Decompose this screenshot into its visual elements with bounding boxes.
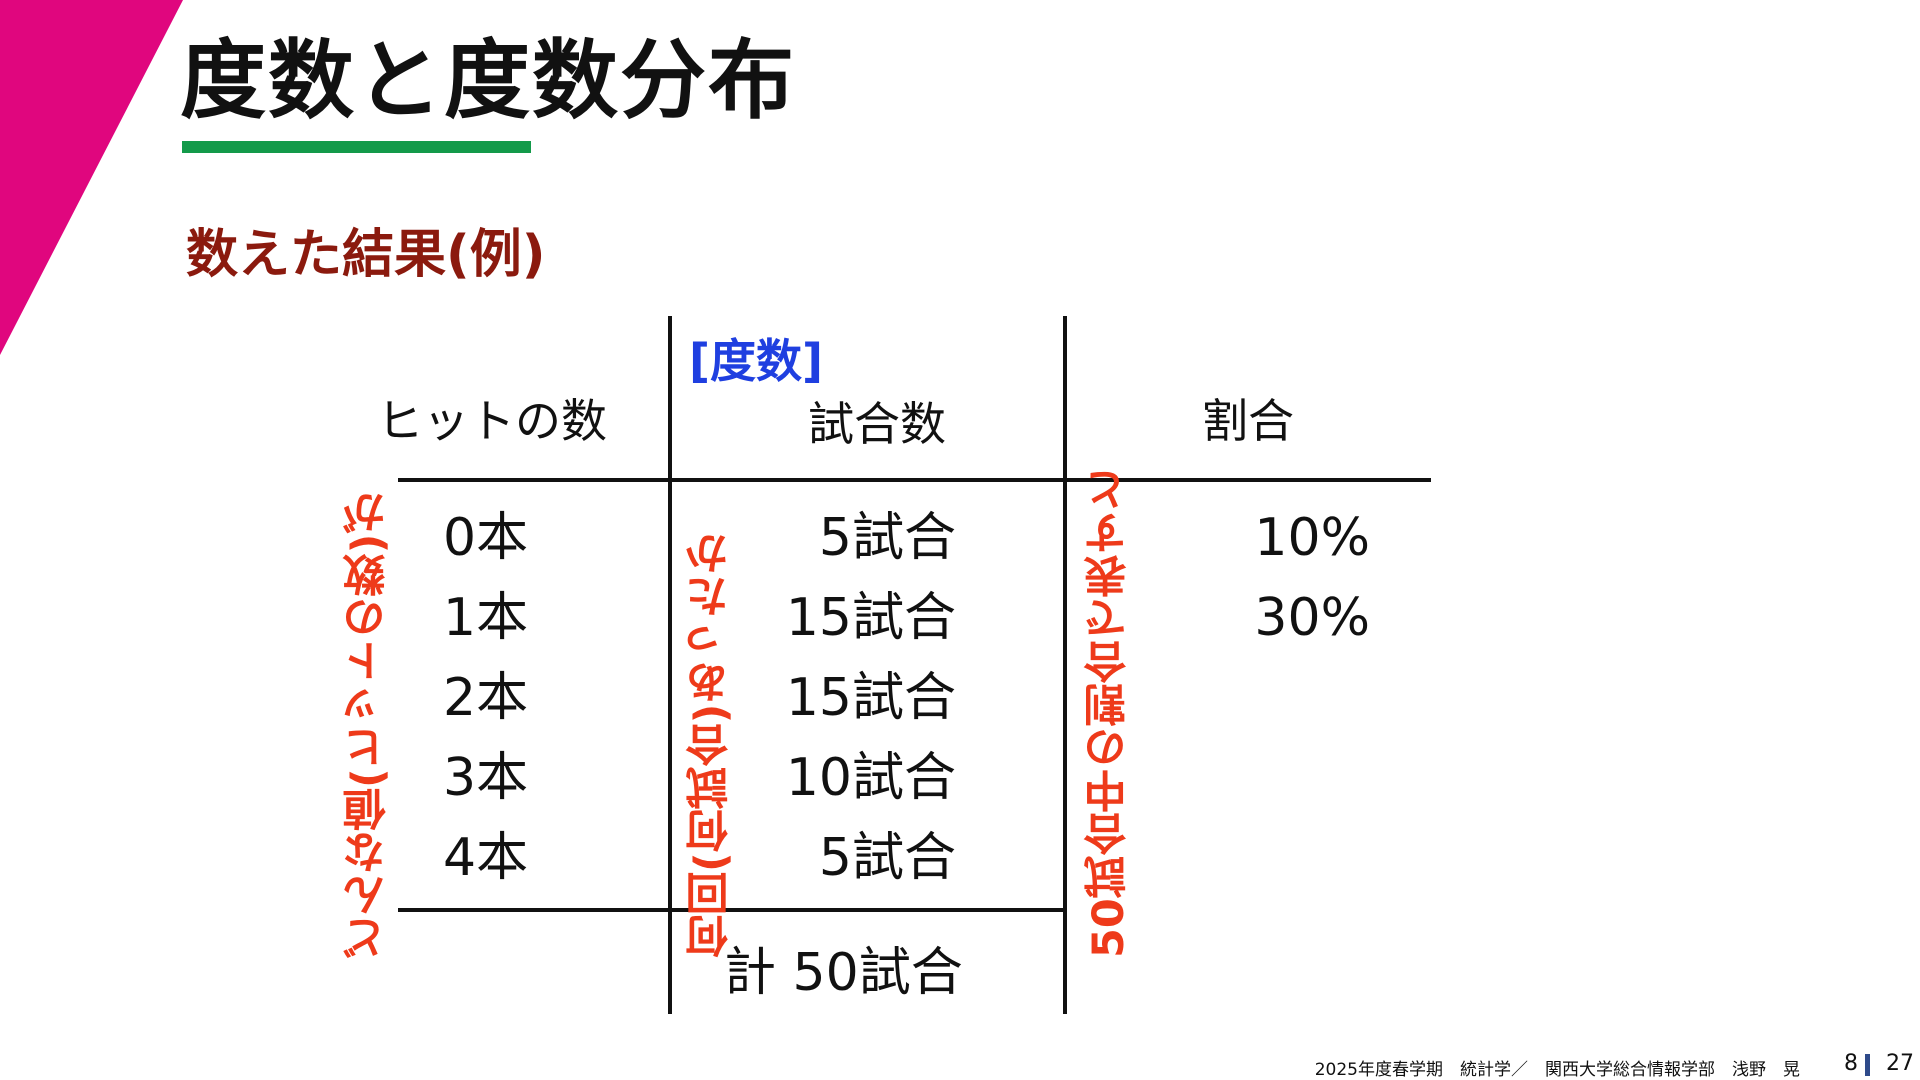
games-column: 5試合 15試合 15試合 10試合 5試合	[760, 498, 956, 898]
total-rule	[398, 908, 1065, 912]
hits-cell: 1本	[443, 588, 529, 648]
hits-column: 0本 1本 2本 3本 4本	[443, 498, 603, 898]
title-underline	[182, 141, 531, 153]
accent-triangle-shape	[0, 0, 183, 355]
ratio-cell: 30%	[1254, 588, 1370, 648]
ratio-cell: 10%	[1254, 508, 1370, 568]
hits-cell: 2本	[443, 668, 529, 728]
divider-right	[1063, 316, 1067, 1014]
total-games: 計 50試合	[724, 943, 963, 1003]
games-cell: 10試合	[785, 748, 956, 808]
footer-credit: 2025年度春学期 統計学／ 関西大学総合情報学部 浅野 晃	[1314, 1060, 1800, 1080]
accent-triangle	[0, 0, 183, 355]
hits-cell: 0本	[443, 508, 529, 568]
header-rule	[398, 478, 1431, 482]
frequency-tag: [度数]	[689, 334, 824, 388]
hits-cell: 3本	[443, 748, 529, 808]
games-cell: 5試合	[818, 508, 956, 568]
page-number: 8	[1844, 1051, 1858, 1076]
divider-left	[668, 316, 672, 1014]
header-ratio: 割合	[1202, 394, 1294, 448]
page-separator	[1865, 1054, 1870, 1076]
value-annotation: どんな値(ヒットの数)が	[343, 490, 393, 960]
games-cell: 5試合	[818, 828, 956, 888]
slide-title: 度数と度数分布	[180, 31, 796, 131]
count-annotation: 何回(何試合)あったか	[686, 531, 736, 958]
page-total: 27	[1886, 1051, 1914, 1076]
games-cell: 15試合	[785, 668, 956, 728]
ratio-column: 10% 30%	[1210, 498, 1370, 658]
games-cell: 15試合	[785, 588, 956, 648]
hits-cell: 4本	[443, 828, 529, 888]
header-hits: ヒットの数	[377, 394, 607, 448]
ratio-annotation: 50試合中の割合で表すと	[1084, 468, 1134, 958]
header-games: 試合数	[808, 397, 946, 451]
section-heading: 数えた結果(例)	[186, 225, 546, 285]
